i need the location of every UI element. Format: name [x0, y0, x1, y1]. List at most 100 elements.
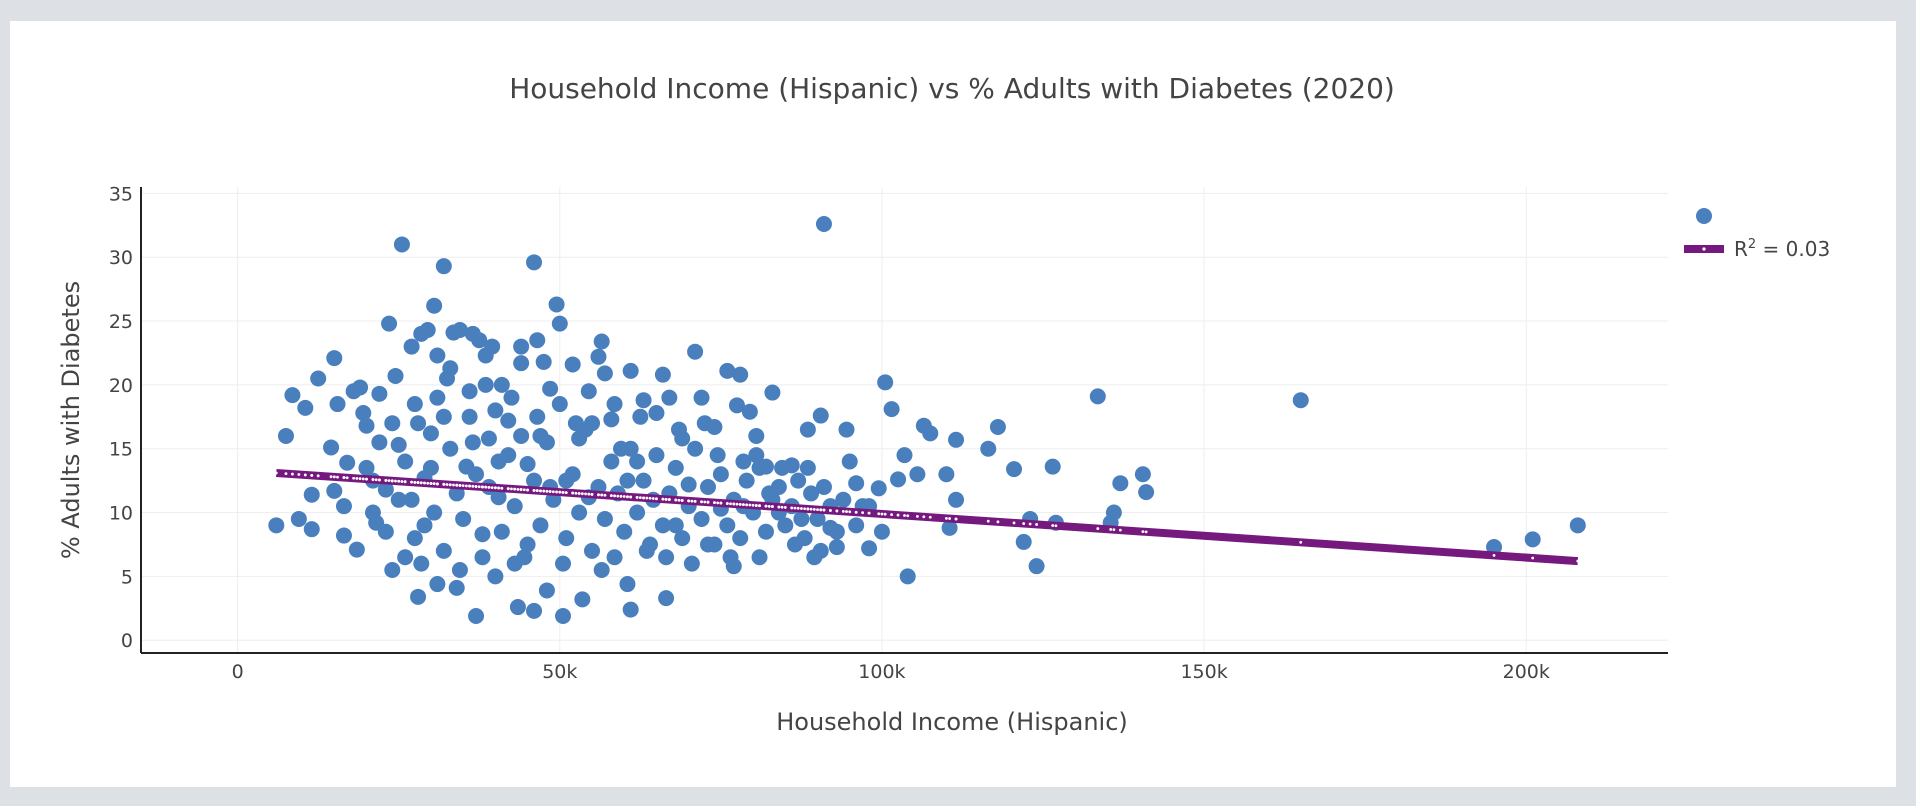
- scatter-point[interactable]: [538, 582, 555, 599]
- scatter-point[interactable]: [535, 353, 552, 370]
- scatter-point[interactable]: [464, 434, 481, 451]
- scatter-point[interactable]: [751, 549, 768, 566]
- scatter-point[interactable]: [480, 430, 497, 447]
- scatter-point[interactable]: [574, 591, 591, 608]
- scatter-point[interactable]: [1486, 539, 1503, 556]
- scatter-point[interactable]: [1015, 533, 1032, 550]
- scatter-point[interactable]: [393, 236, 410, 253]
- scatter-point[interactable]: [548, 296, 565, 313]
- scatter-point[interactable]: [793, 510, 810, 527]
- scatter-point[interactable]: [474, 549, 491, 566]
- scatter-point[interactable]: [941, 519, 958, 536]
- scatter-point[interactable]: [329, 396, 346, 413]
- scatter-point[interactable]: [509, 599, 526, 616]
- scatter-point[interactable]: [790, 472, 807, 489]
- scatter-point[interactable]: [629, 453, 646, 470]
- scatter-point[interactable]: [390, 491, 407, 508]
- scatter-point[interactable]: [719, 517, 736, 534]
- scatter-point[interactable]: [696, 415, 713, 432]
- scatter-point[interactable]: [371, 385, 388, 402]
- scatter-point[interactable]: [761, 485, 778, 502]
- scatter-point[interactable]: [326, 482, 343, 499]
- scatter-point[interactable]: [922, 425, 939, 442]
- scatter-point[interactable]: [603, 453, 620, 470]
- scatter-point[interactable]: [835, 491, 852, 508]
- scatter-point[interactable]: [593, 562, 610, 579]
- scatter-point[interactable]: [687, 343, 704, 360]
- scatter-point[interactable]: [551, 315, 568, 332]
- scatter-point[interactable]: [616, 523, 633, 540]
- scatter-point[interactable]: [451, 321, 468, 338]
- scatter-point[interactable]: [732, 530, 749, 547]
- scatter-point[interactable]: [513, 427, 530, 444]
- scatter-point[interactable]: [519, 456, 536, 473]
- scatter-point[interactable]: [390, 436, 407, 453]
- scatter-point[interactable]: [477, 376, 494, 393]
- scatter-point[interactable]: [506, 498, 523, 515]
- scatter-point[interactable]: [709, 447, 726, 464]
- scatter-point[interactable]: [699, 479, 716, 496]
- scatter-point[interactable]: [413, 555, 430, 572]
- scatter-point[interactable]: [828, 523, 845, 540]
- scatter-point[interactable]: [632, 408, 649, 425]
- scatter-point[interactable]: [687, 440, 704, 457]
- scatter-point[interactable]: [590, 348, 607, 365]
- scatter-point[interactable]: [268, 517, 285, 534]
- scatter-point[interactable]: [764, 384, 781, 401]
- scatter-point[interactable]: [426, 504, 443, 521]
- scatter-point[interactable]: [815, 216, 832, 233]
- scatter-point[interactable]: [429, 576, 446, 593]
- scatter-point[interactable]: [377, 523, 394, 540]
- scatter-point[interactable]: [567, 415, 584, 432]
- scatter-point[interactable]: [487, 402, 504, 419]
- scatter-point[interactable]: [877, 374, 894, 391]
- scatter-point[interactable]: [435, 542, 452, 559]
- scatter-point[interactable]: [1105, 504, 1122, 521]
- scatter-point[interactable]: [558, 530, 575, 547]
- scatter-point[interactable]: [648, 447, 665, 464]
- scatter-point[interactable]: [777, 517, 794, 534]
- scatter-point[interactable]: [989, 419, 1006, 436]
- scatter-point[interactable]: [815, 479, 832, 496]
- scatter-point[interactable]: [674, 530, 691, 547]
- scatter-point[interactable]: [1138, 484, 1155, 501]
- scatter-point[interactable]: [358, 417, 375, 434]
- scatter-point[interactable]: [848, 517, 865, 534]
- scatter-point[interactable]: [622, 440, 639, 457]
- scatter-point[interactable]: [371, 434, 388, 451]
- scatter-point[interactable]: [980, 440, 997, 457]
- scatter-point[interactable]: [526, 472, 543, 489]
- scatter-point[interactable]: [426, 297, 443, 314]
- scatter-point[interactable]: [899, 568, 916, 585]
- scatter-point[interactable]: [310, 370, 327, 387]
- scatter-point[interactable]: [442, 440, 459, 457]
- scatter-point[interactable]: [658, 590, 675, 607]
- scatter-point[interactable]: [732, 366, 749, 383]
- scatter-point[interactable]: [416, 517, 433, 534]
- scatter-point[interactable]: [909, 466, 926, 483]
- scatter-point[interactable]: [542, 380, 559, 397]
- scatter-point[interactable]: [526, 254, 543, 271]
- scatter-point[interactable]: [799, 459, 816, 476]
- scatter-point[interactable]: [564, 356, 581, 373]
- scatter-point[interactable]: [606, 396, 623, 413]
- scatter-point[interactable]: [838, 421, 855, 438]
- scatter-point[interactable]: [339, 454, 356, 471]
- scatter-point[interactable]: [323, 439, 340, 456]
- scatter-point[interactable]: [648, 404, 665, 421]
- scatter-point[interactable]: [290, 510, 307, 527]
- scatter-point[interactable]: [403, 338, 420, 355]
- scatter-point[interactable]: [355, 404, 372, 421]
- scatter-point[interactable]: [352, 379, 369, 396]
- scatter-point[interactable]: [538, 434, 555, 451]
- scatter-point[interactable]: [890, 471, 907, 488]
- scatter-point[interactable]: [667, 459, 684, 476]
- scatter-point[interactable]: [622, 601, 639, 618]
- scatter-point[interactable]: [526, 602, 543, 619]
- scatter-point[interactable]: [384, 415, 401, 432]
- scatter-point[interactable]: [326, 350, 343, 367]
- scatter-point[interactable]: [335, 527, 352, 544]
- scatter-point[interactable]: [667, 517, 684, 534]
- scatter-point[interactable]: [728, 397, 745, 414]
- scatter-point[interactable]: [406, 530, 423, 547]
